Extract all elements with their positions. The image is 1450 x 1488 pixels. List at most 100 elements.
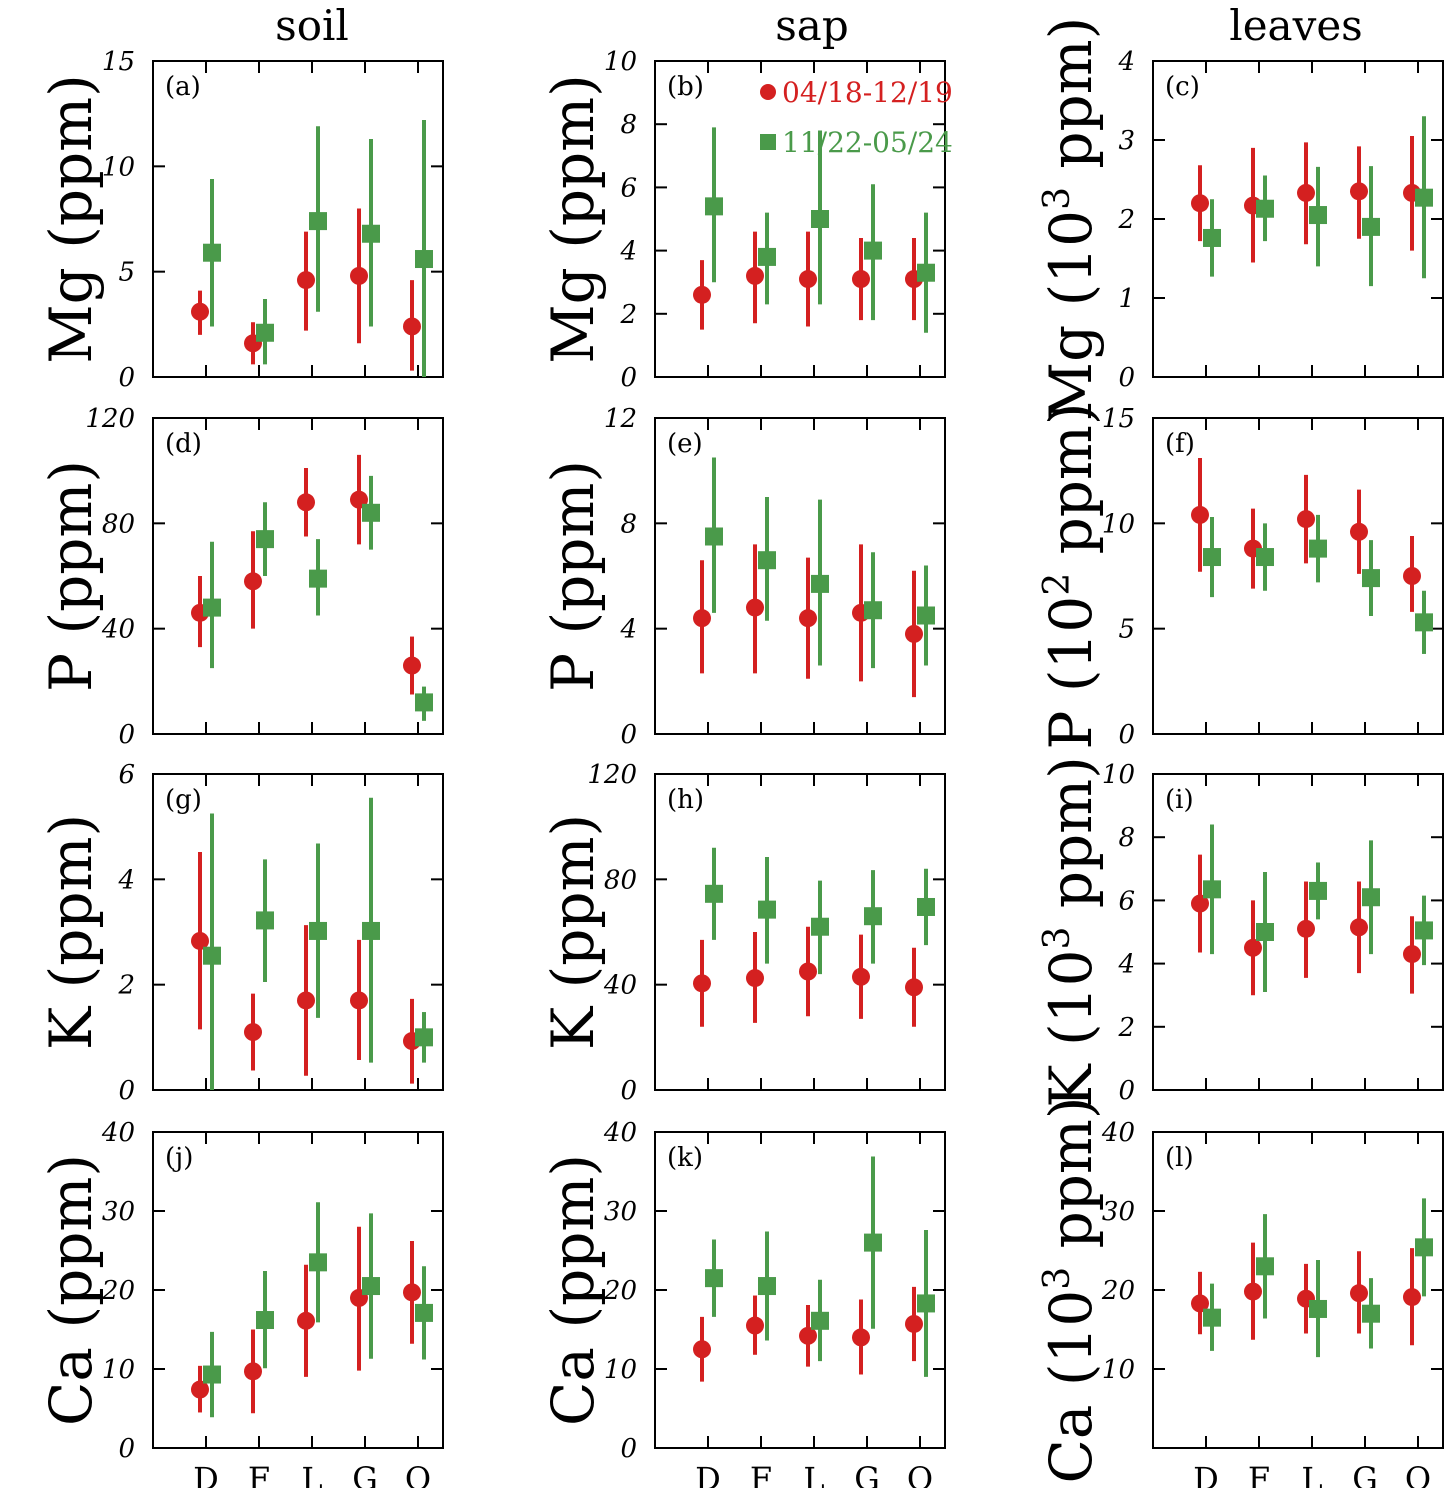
data-point <box>1362 569 1380 588</box>
data-point <box>864 241 882 260</box>
data-point <box>1415 1238 1433 1257</box>
panel-h: 0 40 80 120 (h) K (ppm) <box>539 760 946 1106</box>
x-tick-label: L <box>1301 1460 1322 1488</box>
y-tick-label: 2 <box>1117 205 1135 235</box>
plot-frame <box>152 60 444 378</box>
panel-a: 0 5 10 15 (a) Mg (ppm) <box>37 47 444 393</box>
data-point <box>350 991 368 1010</box>
data-point <box>1256 199 1274 218</box>
data-point <box>746 598 764 617</box>
column-title-leaves: leaves <box>1229 1 1362 50</box>
data-point <box>309 212 327 231</box>
data-point <box>203 598 221 617</box>
x-tick-label: F <box>1248 1460 1270 1488</box>
y-tick-label: 0 <box>620 1076 637 1106</box>
data-point <box>693 1340 711 1359</box>
plot-frame <box>654 417 946 735</box>
data-point <box>362 224 380 243</box>
series-1 <box>1191 1242 1421 1346</box>
data-point <box>1191 1294 1209 1313</box>
plot-frame <box>1152 417 1444 735</box>
data-point <box>1191 894 1209 913</box>
y-tick-label: 8 <box>620 110 637 140</box>
y-tick-label: 4 <box>117 865 135 895</box>
data-point <box>256 911 274 930</box>
data-point <box>758 551 776 570</box>
panel-tag: (l) <box>1165 1143 1194 1173</box>
data-point <box>1309 1299 1327 1318</box>
y-axis-label: P (102 ppm) <box>1037 402 1105 749</box>
data-point <box>244 1362 262 1381</box>
data-point <box>705 527 723 546</box>
data-point <box>256 323 274 342</box>
data-point <box>1415 921 1433 940</box>
panel-b: 0 2 4 6 8 10 (b) Mg (ppm) 04/18-12/19 11/22-05/24 <box>539 47 953 393</box>
y-tick-label: 120 <box>587 760 637 790</box>
data-point <box>864 907 882 926</box>
data-point <box>403 656 421 675</box>
plot-frame <box>1152 773 1444 1091</box>
data-point <box>415 250 433 269</box>
y-axis-label: K (ppm) <box>37 814 105 1050</box>
y-axis-label: Mg (103 ppm) <box>1037 17 1105 422</box>
y-tick-label: 40 <box>603 971 637 1001</box>
series-2 <box>705 457 935 669</box>
y-tick-label: 10 <box>1102 1355 1135 1385</box>
y-axis-label: K (ppm) <box>539 814 607 1050</box>
y-tick-label: 6 <box>118 760 135 790</box>
y-tick-label: 15 <box>1102 404 1135 434</box>
panel-g: 0 2 4 6 (g) K (ppm) <box>37 760 444 1106</box>
data-point <box>350 266 368 285</box>
data-point <box>362 503 380 522</box>
plot-frame <box>1152 60 1444 378</box>
series-2 <box>203 1202 433 1418</box>
series-2 <box>705 847 935 975</box>
data-point <box>362 1277 380 1296</box>
data-point <box>799 609 817 628</box>
data-point <box>905 624 923 643</box>
series-1 <box>693 926 923 1027</box>
data-point <box>1309 881 1327 900</box>
series-1 <box>191 208 421 371</box>
y-tick-label: 10 <box>604 47 637 77</box>
y-tick-label: 8 <box>620 509 637 539</box>
x-tick-label: L <box>301 1460 322 1488</box>
y-tick-label: 80 <box>102 509 135 539</box>
data-point <box>403 1283 421 1302</box>
y-tick-label: 4 <box>1117 950 1135 980</box>
series-1 <box>693 1286 923 1382</box>
y-axis-label: Ca (103 ppm) <box>1037 1096 1105 1483</box>
data-point <box>746 266 764 285</box>
panel-tag: (k) <box>667 1143 703 1173</box>
data-point <box>1256 1257 1274 1276</box>
data-point <box>799 1326 817 1345</box>
y-tick-label: 8 <box>1118 823 1135 853</box>
data-point <box>905 978 923 997</box>
panel-i: 0 2 4 6 8 10 (i) K (103 ppm) <box>1037 756 1444 1108</box>
plot-frame <box>654 1131 946 1449</box>
y-tick-label: 0 <box>1118 1076 1135 1106</box>
plot-frame <box>1152 1131 1444 1449</box>
y-axis-label: Mg (ppm) <box>539 74 607 363</box>
series-2 <box>203 475 433 721</box>
y-tick-label: 30 <box>604 1197 637 1227</box>
data-point <box>203 946 221 965</box>
panel-d: 0 40 80 120 (d) P (ppm) <box>37 404 444 750</box>
x-tick-label: D <box>1193 1460 1219 1488</box>
data-point <box>693 974 711 993</box>
y-tick-label: 40 <box>1101 1118 1135 1148</box>
y-tick-label: 12 <box>604 404 637 434</box>
y-tick-label: 0 <box>620 363 637 393</box>
data-point <box>309 569 327 588</box>
panel-tag: (e) <box>667 429 703 459</box>
y-tick-label: 10 <box>102 1355 135 1385</box>
y-tick-label: 40 <box>101 615 135 645</box>
panel-e: 0 4 8 12 (e) P (ppm) <box>539 404 946 750</box>
y-tick-label: 6 <box>1118 886 1135 916</box>
data-point <box>1309 539 1327 558</box>
x-tick-label: O <box>907 1460 933 1488</box>
y-tick-label: 120 <box>85 404 135 434</box>
plot-frame <box>152 773 444 1091</box>
y-tick-label: 1 <box>1118 284 1135 314</box>
y-tick-label: 4 <box>619 615 637 645</box>
